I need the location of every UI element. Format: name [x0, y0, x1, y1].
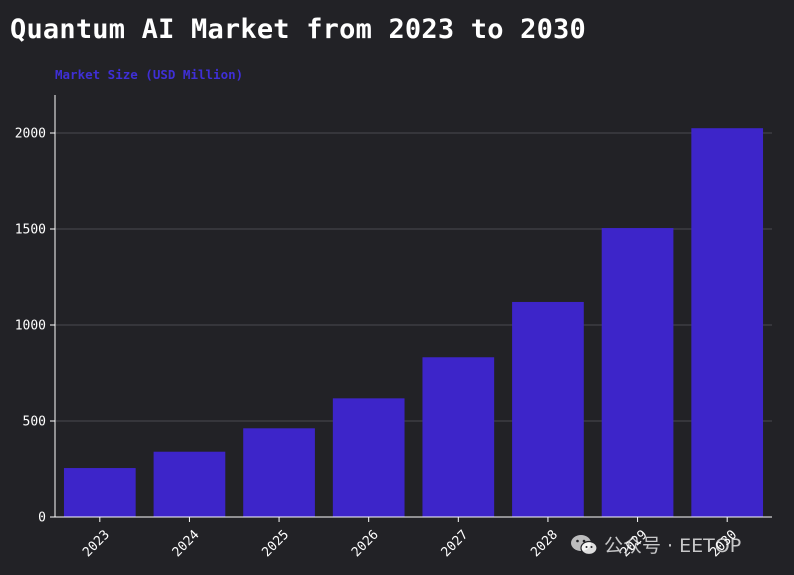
bar-2025 — [243, 428, 315, 517]
bar-2027 — [422, 357, 495, 517]
y-tick-label: 2000 — [15, 127, 46, 142]
y-tick-label: 0 — [38, 511, 46, 526]
y-tick-label: 1500 — [15, 223, 46, 238]
x-tick-label: 2028 — [528, 527, 561, 560]
bar-2026 — [332, 398, 405, 517]
bars — [63, 128, 764, 518]
bar-2029 — [601, 228, 674, 518]
x-tick-label: 2025 — [259, 527, 292, 560]
y-tick-labels: 0 500 1000 1500 2000 — [15, 127, 46, 526]
y-axis-label: Market Size (USD Million) — [55, 67, 244, 82]
bar-2030 — [691, 128, 764, 517]
axes — [50, 95, 772, 522]
x-tick-label: 2026 — [349, 527, 382, 560]
wechat-icon — [570, 534, 598, 556]
x-tick-label: 2023 — [80, 527, 113, 560]
x-tick-label: 2024 — [170, 527, 203, 560]
y-tick-label: 500 — [23, 415, 46, 430]
watermark: 公众号 · EETOP — [570, 531, 741, 558]
y-tick-label: 1000 — [15, 319, 46, 334]
watermark-text: 公众号 · EETOP — [604, 535, 742, 557]
bar-2024 — [153, 451, 226, 517]
bar-2028 — [512, 301, 584, 517]
chart-title: Quantum AI Market from 2023 to 2030 — [10, 14, 586, 45]
x-tick-label: 2027 — [439, 527, 472, 560]
bar-2023 — [63, 468, 136, 517]
